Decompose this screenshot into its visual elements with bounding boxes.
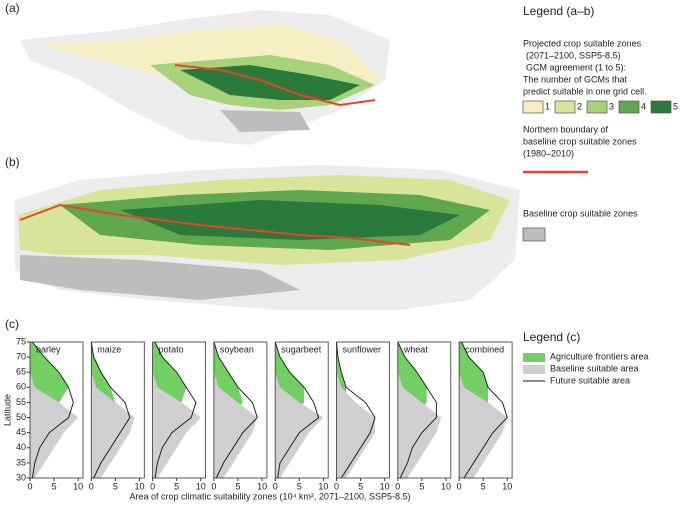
plot-frame (274, 341, 329, 479)
x-tick-label: 10 (134, 481, 144, 491)
y-tick-label: 35 (16, 457, 26, 467)
x-tick-label: 0 (334, 481, 339, 491)
future-line (90, 341, 131, 479)
x-tick-label: 5 (358, 481, 363, 491)
x-tick-label: 0 (457, 481, 462, 491)
legend-swatch (618, 100, 640, 114)
y-tick-label: 30 (16, 472, 26, 482)
x-tick-label: 5 (481, 481, 486, 491)
x-tick-label: 0 (395, 481, 400, 491)
panel-title: soybean (220, 344, 254, 354)
legend-text: predict suitable in one grid cell. (523, 86, 647, 96)
panel-title: potato (159, 344, 184, 354)
plot-frame (336, 341, 390, 479)
panel-title: wheat (403, 344, 429, 354)
baseline-area (336, 342, 376, 478)
legend-text: 4 (641, 101, 646, 111)
y-tick-label: 55 (16, 397, 26, 407)
plot-frame (397, 341, 452, 479)
y-tick-label: 75 (16, 336, 26, 346)
y-tick-label: 60 (16, 382, 26, 392)
legend-text: (1980–2010) (523, 148, 574, 158)
legend-text: baseline crop suitable zones (523, 136, 637, 146)
legend-text: The number of GCMs that (523, 74, 628, 84)
future-line (31, 341, 74, 479)
y-tick-label: 40 (16, 442, 26, 452)
x-tick-label: 0 (150, 481, 155, 491)
plot-frame (458, 341, 513, 479)
x-axis-label: Area of crop climatic suitability zones … (130, 491, 411, 501)
x-tick-label: 0 (27, 481, 32, 491)
legend-text: 2 (577, 101, 582, 111)
baseline-area (459, 342, 508, 478)
legend-text: Future suitable area (550, 375, 630, 385)
panel-label: (c) (5, 317, 19, 331)
x-tick-label: 0 (211, 481, 216, 491)
legend-text: Agriculture frontiers area (550, 351, 649, 361)
map-b (15, 165, 520, 310)
plot-frame (90, 341, 145, 479)
x-tick-label: 5 (297, 481, 302, 491)
baseline-area (275, 342, 324, 478)
legend-title: Legend (a–b) (523, 4, 594, 18)
future-line (154, 341, 197, 479)
x-tick-label: 5 (235, 481, 240, 491)
x-tick-label: 5 (419, 481, 424, 491)
x-tick-label: 10 (502, 481, 512, 491)
legend-text: Northern boundary of (523, 124, 609, 134)
baseline-area (91, 342, 135, 478)
legend-text: 1 (545, 101, 550, 111)
panel-title: barley (36, 344, 61, 354)
legend-swatch (554, 100, 576, 114)
x-tick-label: 10 (73, 481, 83, 491)
legend-text: 5 (673, 101, 678, 111)
future-line (397, 341, 437, 479)
x-tick-label: 5 (174, 481, 179, 491)
y-tick-label: 65 (16, 367, 26, 377)
legend-swatch (522, 227, 546, 242)
panel-title: sunflower (343, 344, 382, 354)
x-tick-label: 5 (113, 481, 118, 491)
legend-swatch (522, 100, 544, 114)
legend-text: Projected crop suitable zones (523, 38, 642, 48)
panel-title: maize (97, 344, 121, 354)
baseline-area (397, 342, 442, 478)
x-tick-label: 10 (196, 481, 206, 491)
legend-title: Legend (c) (523, 330, 580, 344)
x-tick-label: 0 (273, 481, 278, 491)
x-tick-label: 10 (441, 481, 451, 491)
legend-text: Baseline crop suitable zones (523, 208, 638, 218)
panel-label: (a) (5, 1, 20, 15)
legend-swatch (586, 100, 608, 114)
map-a (20, 10, 390, 145)
x-tick-label: 10 (380, 481, 390, 491)
y-tick-label: 50 (16, 412, 26, 422)
plot-frame (152, 341, 207, 479)
legend-text: GCM agreement (1 to 5): (526, 62, 626, 72)
plot-frame (213, 341, 268, 479)
x-tick-label: 0 (89, 481, 94, 491)
y-tick-label: 70 (16, 351, 26, 361)
legend-swatch (523, 353, 545, 362)
panel-title: sugarbeet (281, 344, 322, 354)
future-line (336, 341, 376, 479)
future-line (461, 341, 508, 479)
panel-title: combined (465, 344, 504, 354)
legend-swatch (650, 100, 672, 114)
panel-label: (b) (5, 155, 20, 169)
legend-swatch (523, 365, 545, 374)
x-tick-label: 5 (52, 481, 57, 491)
legend-text: Baseline suitable area (550, 363, 639, 373)
y-tick-label: 45 (16, 427, 26, 437)
baseline-area (213, 342, 258, 478)
future-line (213, 341, 258, 479)
x-tick-label: 10 (257, 481, 267, 491)
x-tick-label: 10 (318, 481, 328, 491)
legend-text: (2071–2100, SSP5-8.5) (526, 50, 621, 60)
future-line (274, 341, 320, 479)
legend-text: 3 (609, 101, 614, 111)
y-axis-label: Latitude (2, 394, 12, 426)
plot-frame (29, 341, 84, 479)
